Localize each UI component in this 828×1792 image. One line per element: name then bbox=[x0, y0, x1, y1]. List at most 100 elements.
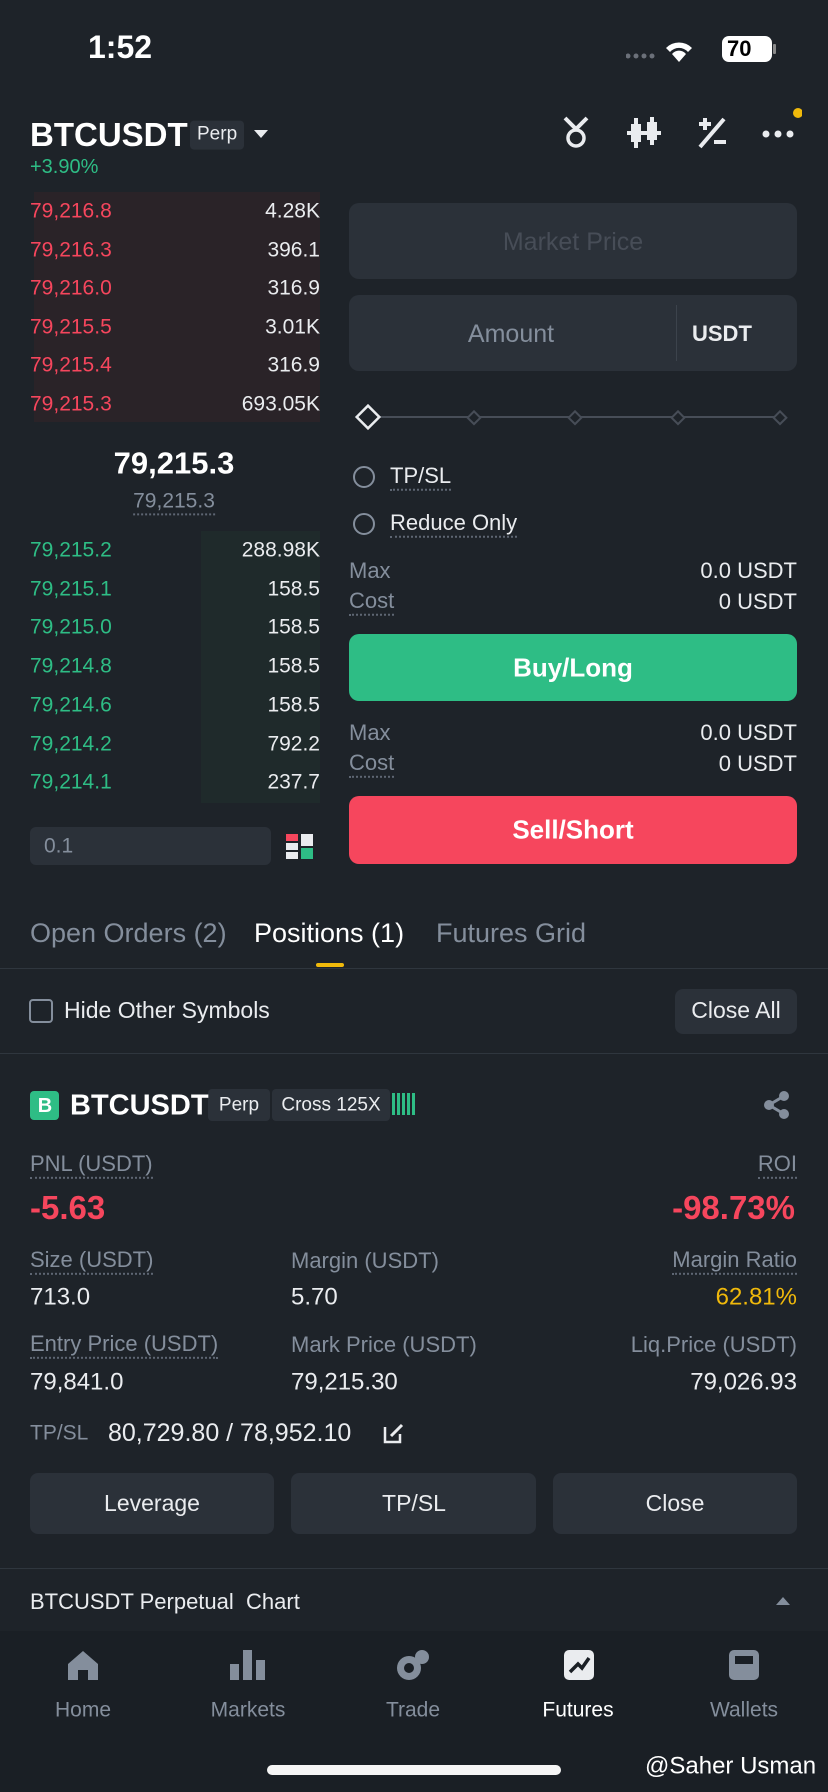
radio[interactable] bbox=[352, 465, 376, 489]
roi-label: ROI bbox=[757, 1151, 797, 1180]
tpsl-label: TP/SL bbox=[30, 1421, 89, 1445]
field-value: 62.81% bbox=[715, 1283, 797, 1311]
status-icons bbox=[626, 36, 776, 62]
symbol: BTCUSDT bbox=[30, 116, 188, 154]
watermark: @Saher Usman bbox=[645, 1752, 817, 1780]
nav-icon[interactable] bbox=[727, 1648, 761, 1682]
price-input[interactable] bbox=[349, 203, 797, 279]
amount-input[interactable] bbox=[349, 295, 797, 371]
home-indicator bbox=[267, 1765, 561, 1775]
hide-other-symbols: Hide Other Symbols bbox=[64, 997, 270, 1024]
header-icon[interactable] bbox=[561, 116, 591, 150]
nav-icon[interactable] bbox=[395, 1648, 431, 1682]
edit-icon[interactable] bbox=[382, 1421, 406, 1445]
position-contract: Perp bbox=[218, 1094, 260, 1116]
collapse-arrow[interactable] bbox=[775, 1595, 791, 1607]
tab[interactable]: Positions (1) bbox=[254, 917, 405, 948]
nav-icon[interactable] bbox=[66, 1648, 100, 1682]
bid-price: 79,214.2 bbox=[30, 731, 112, 755]
unit: USDT bbox=[692, 320, 752, 346]
header-icon[interactable] bbox=[627, 116, 661, 150]
action-label: Leverage bbox=[104, 1490, 200, 1517]
nav-label[interactable]: Futures bbox=[542, 1698, 614, 1722]
bid-size: 158.5 bbox=[267, 615, 320, 639]
mark-price: 79,215.3 bbox=[133, 488, 215, 516]
field-value: 79,215.30 bbox=[291, 1368, 398, 1396]
max-label: Max bbox=[349, 557, 391, 583]
field-label: Size (USDT) bbox=[30, 1247, 154, 1276]
position-symbol: BTCUSDT bbox=[70, 1089, 209, 1122]
nav-label[interactable]: Trade bbox=[385, 1698, 441, 1722]
reduce-only-option: Reduce Only bbox=[390, 510, 518, 539]
ask-price: 79,216.8 bbox=[30, 199, 112, 223]
max-value: 0.0 USDT bbox=[700, 719, 797, 745]
depth-toggle[interactable] bbox=[286, 834, 314, 860]
field-label: Mark Price (USDT) bbox=[291, 1331, 477, 1357]
share-icon[interactable] bbox=[762, 1090, 792, 1120]
field-label: Liq.Price (USDT) bbox=[630, 1331, 797, 1357]
ask-size: 316.9 bbox=[267, 353, 320, 377]
roi-value: -98.73% bbox=[672, 1189, 795, 1227]
action-button[interactable] bbox=[30, 1473, 274, 1534]
clock: 1:52 bbox=[88, 28, 153, 65]
slider[interactable] bbox=[352, 402, 796, 432]
tab[interactable]: Open Orders (2) bbox=[30, 917, 227, 948]
field-value: 79,026.93 bbox=[690, 1368, 797, 1396]
ask-price: 79,216.0 bbox=[30, 276, 112, 300]
header-icon[interactable] bbox=[696, 116, 728, 150]
field-label: Entry Price (USDT) bbox=[30, 1331, 219, 1360]
ask-price: 79,215.5 bbox=[30, 315, 112, 339]
divider bbox=[0, 1568, 828, 1569]
dropdown-arrow[interactable] bbox=[253, 128, 269, 140]
margin-chip bbox=[272, 1089, 390, 1121]
header-icon[interactable] bbox=[762, 106, 802, 146]
nav-icon[interactable] bbox=[562, 1648, 596, 1682]
nav-label[interactable]: Wallets bbox=[709, 1698, 779, 1722]
pnl-value: -5.63 bbox=[30, 1189, 106, 1227]
bid-size: 288.98K bbox=[241, 538, 320, 562]
side-badge bbox=[30, 1091, 59, 1120]
checkbox[interactable] bbox=[29, 999, 53, 1023]
price-change: +3.90% bbox=[30, 156, 99, 178]
price-placeholder: Market Price bbox=[502, 228, 644, 256]
bid-size: 158.5 bbox=[267, 654, 320, 678]
contract-chip bbox=[208, 1089, 270, 1121]
cost-label: Cost bbox=[349, 750, 395, 779]
action-label: Close bbox=[645, 1490, 705, 1517]
buy-button-label: Buy/Long bbox=[513, 652, 633, 683]
nav-icon[interactable] bbox=[230, 1648, 266, 1682]
precision: 0.1 bbox=[44, 834, 74, 858]
bid-size: 158.5 bbox=[267, 577, 320, 601]
close-all-button[interactable] bbox=[675, 989, 797, 1034]
precision-select[interactable] bbox=[30, 827, 271, 865]
field-value: 713.0 bbox=[30, 1283, 91, 1311]
bid-price: 79,215.0 bbox=[30, 615, 112, 639]
action-button[interactable] bbox=[553, 1473, 797, 1534]
nav-label[interactable]: Home bbox=[54, 1698, 112, 1722]
side-badge-label: B bbox=[37, 1095, 53, 1117]
tab[interactable]: Futures Grid bbox=[436, 917, 587, 948]
pnl-label: PNL (USDT) bbox=[30, 1151, 153, 1180]
bid-size: 237.7 bbox=[267, 770, 320, 794]
radio[interactable] bbox=[352, 512, 376, 536]
amount-placeholder: Amount bbox=[467, 320, 555, 348]
action-button[interactable] bbox=[291, 1473, 536, 1534]
battery: 70 bbox=[727, 35, 752, 61]
sell-button[interactable] bbox=[349, 796, 797, 864]
ask-size: 693.05K bbox=[241, 392, 320, 416]
divider bbox=[0, 968, 828, 969]
nav-label[interactable]: Markets bbox=[210, 1698, 286, 1722]
bid-depth bbox=[201, 531, 320, 803]
ask-size: 396.1 bbox=[267, 238, 320, 261]
tpsl-value: 80,729.80 / 78,952.10 bbox=[108, 1419, 352, 1447]
sell-button-label: Sell/Short bbox=[512, 814, 634, 845]
field-value: 5.70 bbox=[291, 1283, 338, 1311]
action-label: TP/SL bbox=[382, 1490, 446, 1517]
contract-badge: Perp bbox=[190, 120, 245, 150]
cost-label: Cost bbox=[349, 588, 395, 617]
buy-button[interactable] bbox=[349, 634, 797, 701]
ask-depth bbox=[34, 192, 320, 422]
margin-mode: Cross 125X bbox=[281, 1094, 381, 1116]
divider bbox=[0, 1053, 828, 1054]
